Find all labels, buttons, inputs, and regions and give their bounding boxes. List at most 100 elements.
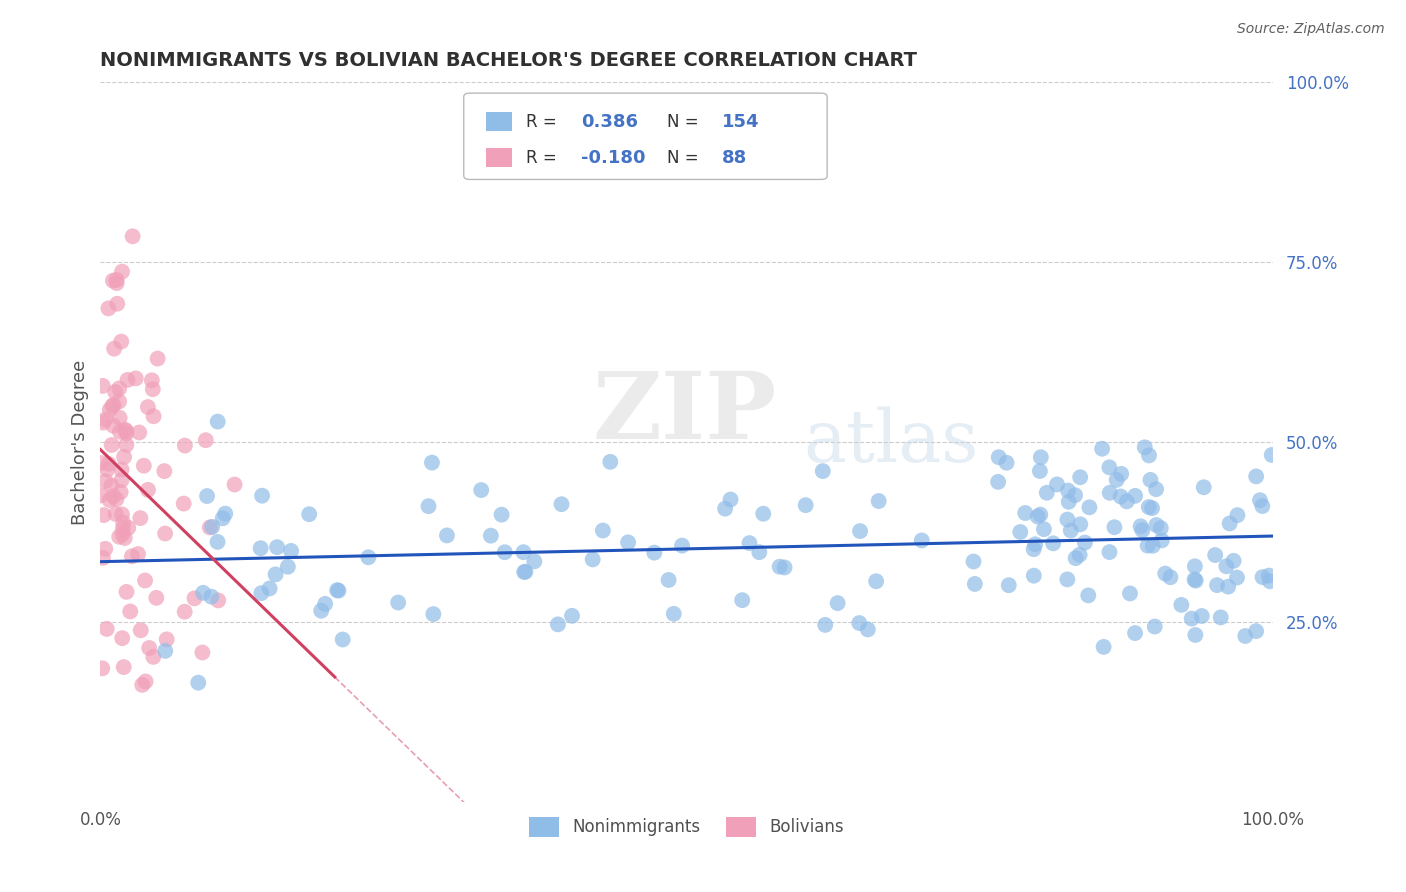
Point (173, 497, 195, 511)
Point (1143, 619, 1166, 633)
Point (94, 541, 117, 556)
Point (110, 334, 132, 349)
Point (1105, 473, 1128, 487)
Point (420, 456, 443, 470)
Point (662, 607, 685, 621)
Point (512, 545, 534, 559)
Point (515, 565, 537, 579)
Point (1132, 523, 1154, 537)
Point (259, 582, 281, 596)
Point (1184, 574, 1206, 588)
Point (146, 351, 169, 366)
Point (582, 552, 605, 566)
Point (1057, 495, 1080, 509)
Point (108, 425, 131, 439)
Point (1144, 482, 1167, 496)
Point (814, 618, 837, 632)
Text: 88: 88 (721, 150, 747, 168)
Point (1137, 500, 1160, 514)
Point (135, 674, 157, 689)
Text: R =: R = (526, 113, 557, 131)
Point (1181, 612, 1204, 626)
Point (111, 527, 134, 541)
Point (134, 574, 156, 588)
Point (153, 464, 176, 478)
Point (105, 276, 128, 290)
Point (714, 501, 737, 516)
Point (142, 382, 165, 396)
Point (1022, 568, 1045, 582)
Point (309, 604, 332, 618)
Point (1206, 578, 1229, 592)
Point (547, 617, 569, 632)
Point (643, 546, 665, 560)
Point (849, 524, 872, 538)
Point (207, 415, 229, 429)
Point (1042, 536, 1064, 550)
Point (91, 661, 114, 675)
Point (491, 508, 513, 522)
Point (129, 511, 152, 525)
Text: 154: 154 (721, 113, 759, 131)
Point (142, 409, 165, 424)
Point (211, 511, 233, 525)
Point (1258, 574, 1281, 589)
Point (1123, 489, 1146, 503)
Point (1133, 440, 1156, 454)
Point (129, 624, 152, 638)
Point (962, 554, 984, 568)
Point (108, 530, 131, 544)
Point (1159, 570, 1181, 584)
Point (103, 342, 125, 356)
Point (100, 478, 122, 492)
FancyBboxPatch shape (464, 93, 827, 179)
Point (183, 591, 205, 606)
Point (115, 424, 138, 438)
Point (1140, 501, 1163, 516)
Point (1184, 628, 1206, 642)
Point (91, 416, 114, 430)
Point (97, 301, 120, 316)
Point (1064, 488, 1087, 502)
Point (194, 434, 217, 448)
Point (720, 492, 742, 507)
Point (131, 678, 153, 692)
Point (997, 578, 1019, 592)
Point (1170, 598, 1192, 612)
Point (1249, 493, 1271, 508)
Point (314, 597, 336, 611)
Point (752, 507, 775, 521)
Point (1046, 477, 1069, 491)
Point (436, 528, 458, 542)
Point (195, 489, 218, 503)
Text: ZIP: ZIP (593, 368, 778, 458)
Point (89, 488, 111, 502)
Point (191, 586, 214, 600)
Y-axis label: Bachelor's Degree: Bachelor's Degree (72, 359, 89, 524)
Text: N =: N = (666, 113, 699, 131)
Point (141, 373, 163, 387)
Point (1219, 516, 1241, 531)
Point (671, 539, 693, 553)
Text: atlas: atlas (804, 407, 979, 477)
Point (112, 450, 135, 464)
Point (1257, 568, 1279, 582)
Point (470, 483, 492, 497)
Point (264, 567, 287, 582)
Point (111, 265, 134, 279)
Point (96, 463, 118, 477)
Point (848, 615, 870, 630)
Point (1064, 551, 1087, 566)
Point (561, 608, 583, 623)
Point (1137, 449, 1160, 463)
Point (599, 455, 621, 469)
Point (1222, 554, 1244, 568)
Point (98, 493, 121, 508)
Point (1098, 460, 1121, 475)
Point (1244, 469, 1267, 483)
Point (155, 644, 177, 658)
Point (120, 604, 142, 618)
Point (326, 583, 349, 598)
Point (198, 520, 221, 534)
Point (156, 632, 179, 647)
